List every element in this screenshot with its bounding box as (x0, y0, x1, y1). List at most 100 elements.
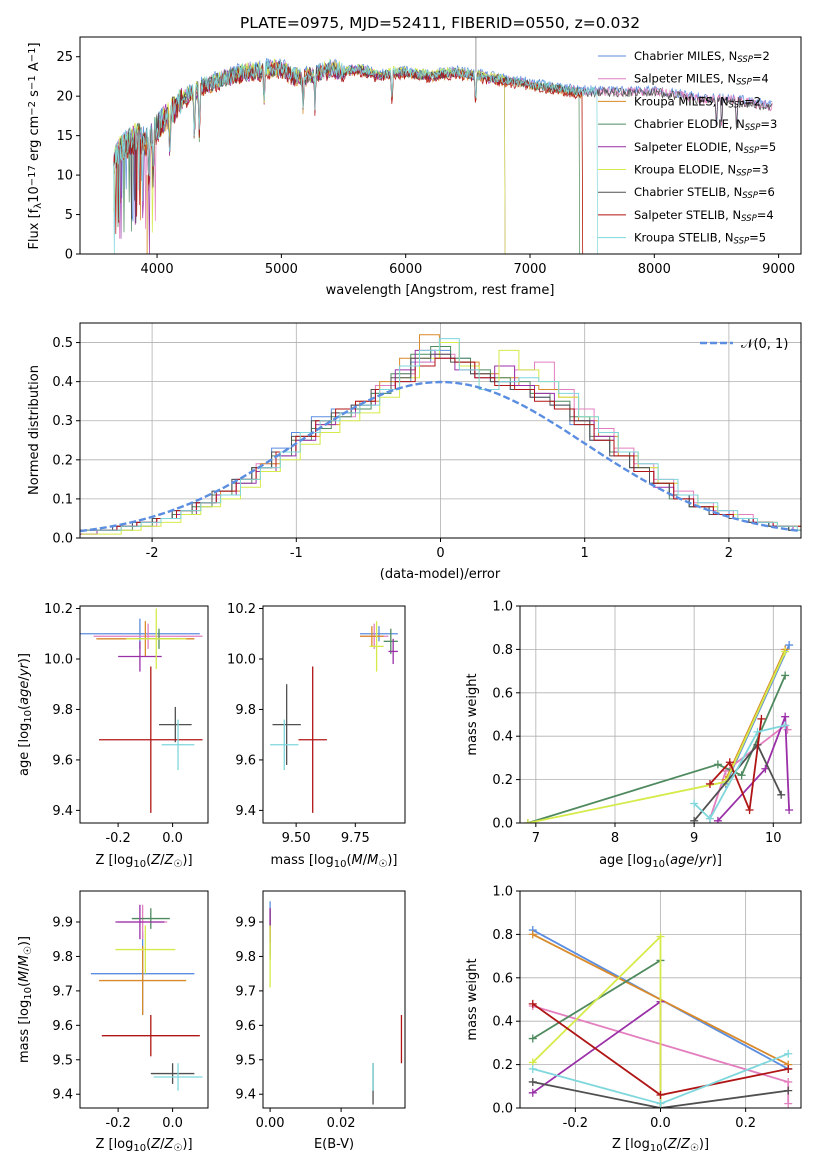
y-tick-label: 10.2 (44, 602, 73, 617)
y-tick-label: 9.7 (52, 984, 73, 999)
y-tick-label: 0.5 (52, 336, 73, 351)
legend-entry-label: Chabrier MILES, NSSP=2 (634, 49, 770, 65)
x-tick-label: -0.2 (105, 1116, 130, 1131)
legend: 𝒩(0, 1) (700, 337, 788, 352)
x-tick-label: 9.50 (282, 831, 311, 846)
spectrum-series-line (113, 57, 773, 254)
error-bars (80, 608, 203, 813)
x-tick-label: 0.2 (735, 1116, 756, 1131)
x-tick-label: 9 (690, 831, 698, 846)
y-axis-label: mass weight (465, 958, 480, 1040)
y-tick-label: 10.0 (227, 652, 256, 667)
y-tick-label: 9.5 (52, 1053, 73, 1068)
weight-point-marker (705, 779, 714, 788)
weight-point-marker (528, 999, 537, 1008)
y-tick-label: 1.0 (492, 885, 513, 900)
weight-vs-metallicity-panel: -0.2 0.0 0.2 0.0 0.2 0.4 0.6 0.8 1.0 Z [log10(Z/Z… (465, 885, 802, 1154)
y-tick-label: 9.5 (235, 1053, 256, 1068)
x-tick-label: -1 (290, 546, 303, 561)
x-tick-label: -0.2 (105, 831, 130, 846)
x-axis-label: age [log10(age/yr)] (599, 853, 722, 870)
weight-point-marker (784, 1099, 793, 1108)
weight-point-marker (781, 721, 790, 730)
weight-point-marker (777, 790, 786, 799)
x-tick-label: 7000 (513, 262, 546, 277)
age-vs-mass-panel: 9.50 9.75 9.4 9.6 9.8 10.0 10.2 mass [log10(M/M… (227, 602, 406, 870)
y-tick-label: 9.9 (52, 916, 73, 931)
weight-point-marker (784, 1086, 793, 1095)
weight-point-marker (725, 758, 734, 767)
weight-point-marker (528, 1064, 537, 1073)
legend-entry-label: Kroupa STELIB, NSSP=5 (634, 231, 766, 247)
weight-point-marker (690, 816, 699, 823)
weight-point-marker (784, 1049, 793, 1058)
y-tick-label: 0.2 (492, 773, 513, 788)
y-tick-label: 25 (56, 50, 73, 65)
weight-point-marker (745, 805, 754, 814)
y-tick-label: 9.4 (235, 804, 256, 819)
x-tick-label: 0.02 (327, 1116, 356, 1131)
y-tick-label: 9.8 (235, 703, 256, 718)
x-tick-label: 0.0 (162, 1116, 183, 1131)
y-axis-label: Normed distribution (27, 365, 42, 495)
gaussian-curve (80, 380, 801, 533)
x-axis-label: Z [log10(Z/Z☉)] (95, 853, 192, 870)
y-tick-label: 5 (65, 208, 73, 223)
weight-point-marker (785, 641, 794, 650)
x-tick-label: 2 (725, 546, 733, 561)
legend-entry-label: 𝒩(0, 1) (741, 337, 788, 352)
weight-point-marker (656, 932, 665, 941)
x-axis-label: E(B-V) (314, 1137, 354, 1152)
weight-point-marker (781, 712, 790, 721)
weight-series-line (717, 716, 790, 822)
x-tick-label: 0.0 (650, 1116, 671, 1131)
y-tick-label: 1.0 (492, 600, 513, 615)
plot-frame (519, 605, 802, 824)
x-axis-label: Z [log10(Z/Z☉)] (612, 1137, 709, 1154)
weight-vs-age-panel: 7 8 9 10 0.0 0.2 0.4 0.6 0.8 1.0 age [log10(age/yr… (465, 600, 802, 870)
y-tick-label: 0 (65, 248, 73, 263)
plot-frame (79, 605, 209, 824)
plot-frame (519, 890, 802, 1109)
y-tick-label: 9.8 (52, 950, 73, 965)
histogram-series (81, 334, 801, 531)
residuals-panel: -2 -1 0 1 2 0.0 0.1 0.2 0.3 0.4 0.5 𝒩(0, 1) (data-mo… (27, 322, 802, 582)
y-axis-label: age [log10(age/yr)] (17, 653, 34, 776)
y-tick-label: 0.6 (492, 686, 513, 701)
legend-entry-label: Chabrier STELIB, NSSP=6 (634, 185, 775, 201)
y-tick-label: 0.8 (492, 643, 513, 658)
x-tick-label: 9000 (762, 262, 795, 277)
weight-point-marker (713, 816, 722, 823)
spectrum-lines (113, 37, 773, 254)
weight-lines (523, 641, 794, 823)
y-tick-label: 0.3 (52, 414, 73, 429)
figure-title: PLATE=0975, MJD=52411, FIBERID=0550, z=0… (240, 14, 640, 32)
weight-point-marker (523, 819, 532, 823)
legend-entry-label: Kroupa MILES, NSSP=2 (634, 94, 761, 110)
legend-entry-label: Salpeter STELIB, NSSP=4 (634, 208, 774, 224)
error-bars (270, 621, 398, 813)
weight-point-marker (656, 1090, 665, 1099)
y-axis-label: mass weight (465, 673, 480, 755)
x-tick-label: 7 (532, 831, 540, 846)
y-tick-label: 0.4 (492, 730, 513, 745)
histogram-series (81, 338, 801, 531)
y-tick-label: 9.9 (235, 916, 256, 931)
mass-vs-metallicity-panel: -0.2 0.0 9.4 9.5 9.6 9.7 9.8 9.9 Z [log10(Z/Z☉)]… (17, 890, 209, 1154)
x-tick-label: 8 (611, 831, 619, 846)
plot-frame (262, 605, 406, 824)
plot-frame (79, 322, 802, 539)
x-axis-label: Z [log10(Z/Z☉)] (95, 1137, 192, 1154)
legend-entry-label: Salpeter MILES, NSSP=4 (634, 72, 769, 88)
y-axis-label: Flux [fλ10−17 erg cm−2 s−1 A−1] (27, 42, 44, 249)
x-tick-label: 0 (436, 546, 444, 561)
x-tick-label: 0.00 (256, 1116, 285, 1131)
weight-series-line (724, 649, 787, 780)
y-tick-label: 9.7 (235, 984, 256, 999)
age-vs-metallicity-panel: -0.2 0.0 9.4 9.6 9.8 10.0 10.2 Z [log10(Z/Z☉)] a… (17, 602, 209, 870)
y-tick-label: 0.6 (492, 971, 513, 986)
legend-entry-label: Chabrier ELODIE, NSSP=3 (634, 117, 777, 133)
error-bars (269, 901, 403, 1105)
legend-entry-label: Kroupa ELODIE, NSSP=3 (634, 163, 769, 179)
weight-series-line (527, 675, 787, 823)
